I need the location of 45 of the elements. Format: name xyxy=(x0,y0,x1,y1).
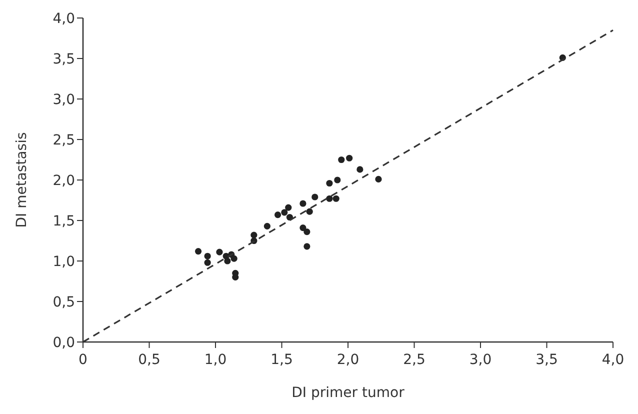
y-tick-label: 1,5 xyxy=(52,214,75,230)
y-tick-label: 3,0 xyxy=(52,92,75,108)
x-axis-title: DI primer tumor xyxy=(292,385,405,401)
y-tick-label: 0,5 xyxy=(52,294,75,310)
point xyxy=(338,156,345,164)
y-tick-label: 3,5 xyxy=(52,52,75,68)
x-tick-label: 0 xyxy=(78,352,88,368)
point xyxy=(334,176,341,184)
point xyxy=(332,195,340,202)
point xyxy=(356,166,364,173)
y-tick-label: 0,0 xyxy=(52,335,75,351)
y-tick-label: 2,0 xyxy=(52,173,75,189)
x-tick-label: 0,5 xyxy=(138,352,160,368)
y-tick-label: 4,0 xyxy=(52,11,75,27)
point xyxy=(230,255,238,262)
x-tick-label: 3,5 xyxy=(536,352,558,368)
point xyxy=(250,232,258,238)
point xyxy=(304,243,310,250)
x-tick-label: 4,0 xyxy=(602,352,624,368)
point xyxy=(312,194,318,200)
point xyxy=(300,224,306,232)
y-tick-label: 1,0 xyxy=(52,254,75,270)
x-tick-label: 2,5 xyxy=(403,352,426,368)
point xyxy=(304,228,310,236)
point xyxy=(346,154,353,162)
x-tick-label: 2,0 xyxy=(336,352,360,368)
point xyxy=(204,259,211,266)
point xyxy=(274,212,282,218)
point xyxy=(285,204,292,211)
point xyxy=(281,209,288,216)
point xyxy=(216,248,223,256)
x-tick-label: 1,5 xyxy=(270,352,293,368)
x-tick-label: 3,0 xyxy=(469,352,492,368)
x-tick-label: 1,0 xyxy=(204,352,227,368)
point xyxy=(326,180,333,187)
y-axis-title: DI metastasis xyxy=(14,132,30,228)
point xyxy=(326,195,333,202)
point xyxy=(300,200,306,207)
point xyxy=(194,248,202,255)
y-tick-label: 2,5 xyxy=(52,132,75,148)
point xyxy=(204,252,211,260)
point xyxy=(306,208,313,215)
point xyxy=(224,258,231,264)
point xyxy=(264,222,270,230)
point xyxy=(375,176,382,182)
